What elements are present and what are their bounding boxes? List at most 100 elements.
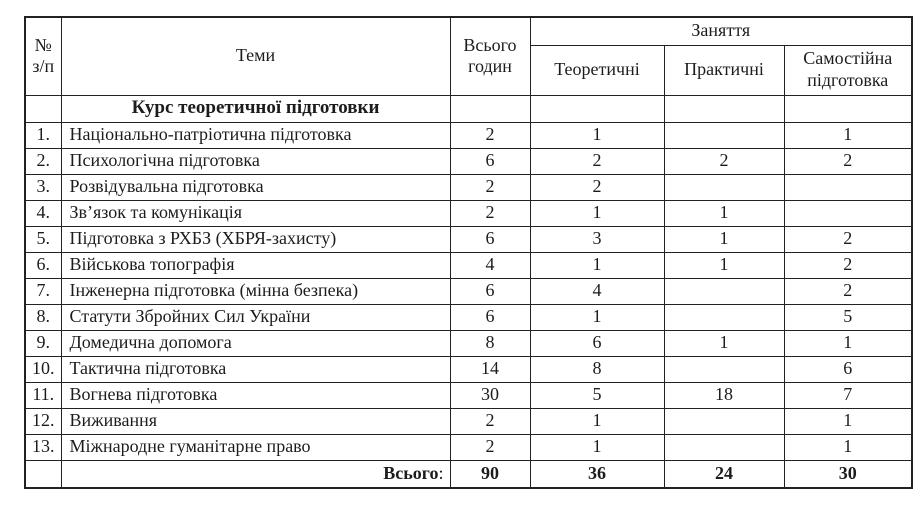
row-theoretical: 4 — [529, 277, 665, 305]
total-row: Всього: 90 36 24 30 — [24, 459, 913, 489]
row-topic: Статути Збройних Сил України — [60, 303, 451, 331]
row-self-study: 1 — [783, 433, 913, 461]
row-topic: Психологічна підготовка — [60, 147, 451, 175]
row-topic: Розвідувальна підготовка — [60, 173, 451, 201]
row-practical: 2 — [663, 147, 785, 175]
table-row: 9. Домедична допомога 8 6 1 1 — [24, 329, 913, 357]
row-number: 1. — [24, 121, 62, 149]
row-topic: Військова топографія — [60, 251, 451, 279]
table-row: 3. Розвідувальна підготовка 2 2 — [24, 173, 913, 201]
total-number-cell — [24, 459, 62, 489]
row-total-hours: 2 — [449, 407, 531, 435]
section-row: Курс теоретичної підготовки — [24, 94, 913, 123]
row-theoretical: 1 — [529, 407, 665, 435]
header-number: № з/п — [24, 16, 62, 96]
row-self-study: 2 — [783, 225, 913, 253]
row-total-hours: 6 — [449, 277, 531, 305]
row-topic: Домедична допомога — [60, 329, 451, 357]
row-practical — [663, 277, 785, 305]
row-practical — [663, 121, 785, 149]
row-total-hours: 4 — [449, 251, 531, 279]
row-practical — [663, 355, 785, 383]
row-number: 7. — [24, 277, 62, 305]
total-colon: : — [438, 462, 444, 483]
table-row: 4. Зв’язок та комунікація 2 1 1 — [24, 199, 913, 227]
row-practical: 1 — [663, 199, 785, 227]
row-self-study: 1 — [783, 121, 913, 149]
row-self-study — [783, 199, 913, 227]
header-practical: Практичні — [663, 44, 785, 96]
header-theoretical: Теоретичні — [529, 44, 665, 96]
row-practical: 1 — [663, 329, 785, 357]
table-row: 6. Військова топографія 4 1 1 2 — [24, 251, 913, 279]
row-number: 10. — [24, 355, 62, 383]
row-self-study: 1 — [783, 407, 913, 435]
total-theoretical-value: 36 — [529, 459, 665, 489]
row-self-study: 1 — [783, 329, 913, 357]
training-plan-table: № з/п Теми Всього годин Заняття Теоретич… — [24, 16, 914, 489]
row-theoretical: 6 — [529, 329, 665, 357]
section-empty-cell — [783, 94, 913, 123]
row-theoretical: 1 — [529, 303, 665, 331]
row-topic: Підготовка з РХБЗ (ХБРЯ-захисту) — [60, 225, 451, 253]
row-number: 6. — [24, 251, 62, 279]
table-row: 2. Психологічна підготовка 6 2 2 2 — [24, 147, 913, 175]
total-label-cell: Всього: — [60, 459, 451, 489]
row-number: 5. — [24, 225, 62, 253]
total-practical-value: 24 — [663, 459, 785, 489]
row-number: 2. — [24, 147, 62, 175]
row-practical — [663, 433, 785, 461]
row-topic: Міжнародне гуманітарне право — [60, 433, 451, 461]
row-total-hours: 2 — [449, 433, 531, 461]
row-practical — [663, 407, 785, 435]
row-topic: Інженерна підготовка (мінна безпека) — [60, 277, 451, 305]
row-total-hours: 8 — [449, 329, 531, 357]
row-total-hours: 6 — [449, 303, 531, 331]
row-total-hours: 30 — [449, 381, 531, 409]
row-self-study: 2 — [783, 147, 913, 175]
row-number: 3. — [24, 173, 62, 201]
table-row: 7. Інженерна підготовка (мінна безпека) … — [24, 277, 913, 305]
row-theoretical: 1 — [529, 251, 665, 279]
row-theoretical: 2 — [529, 173, 665, 201]
row-practical — [663, 303, 785, 331]
row-total-hours: 14 — [449, 355, 531, 383]
table-row: 8. Статути Збройних Сил України 6 1 5 — [24, 303, 913, 331]
row-theoretical: 1 — [529, 121, 665, 149]
row-total-hours: 2 — [449, 199, 531, 227]
total-hours-value: 90 — [449, 459, 531, 489]
row-topic: Вогнева підготовка — [60, 381, 451, 409]
row-total-hours: 2 — [449, 173, 531, 201]
row-topic: Виживання — [60, 407, 451, 435]
row-theoretical: 3 — [529, 225, 665, 253]
section-empty-cell — [663, 94, 785, 123]
row-total-hours: 6 — [449, 147, 531, 175]
row-topic: Національно-патріотична підготовка — [60, 121, 451, 149]
row-theoretical: 5 — [529, 381, 665, 409]
table-row: 12. Виживання 2 1 1 — [24, 407, 913, 435]
total-label: Всього — [383, 462, 439, 483]
table-row: 5. Підготовка з РХБЗ (ХБРЯ-захисту) 6 3 … — [24, 225, 913, 253]
section-empty-cell — [449, 94, 531, 123]
table-row: 13. Міжнародне гуманітарне право 2 1 1 — [24, 433, 913, 461]
row-self-study: 7 — [783, 381, 913, 409]
row-number: 9. — [24, 329, 62, 357]
total-self-study-value: 30 — [783, 459, 913, 489]
row-number: 4. — [24, 199, 62, 227]
row-number: 11. — [24, 381, 62, 409]
row-practical: 1 — [663, 251, 785, 279]
row-number: 8. — [24, 303, 62, 331]
section-title: Курс теоретичної підготовки — [60, 94, 451, 123]
header-self-study: Самостійна підготовка — [783, 44, 913, 96]
table-row: 1. Національно-патріотична підготовка 2 … — [24, 121, 913, 149]
row-total-hours: 2 — [449, 121, 531, 149]
row-theoretical: 8 — [529, 355, 665, 383]
row-theoretical: 1 — [529, 433, 665, 461]
header-topics: Теми — [60, 16, 451, 96]
row-self-study: 2 — [783, 251, 913, 279]
table-row: 10. Тактична підготовка 14 8 6 — [24, 355, 913, 383]
header-total-hours: Всього годин — [449, 16, 531, 96]
header-classes-group: Заняття — [529, 16, 913, 46]
row-self-study: 6 — [783, 355, 913, 383]
